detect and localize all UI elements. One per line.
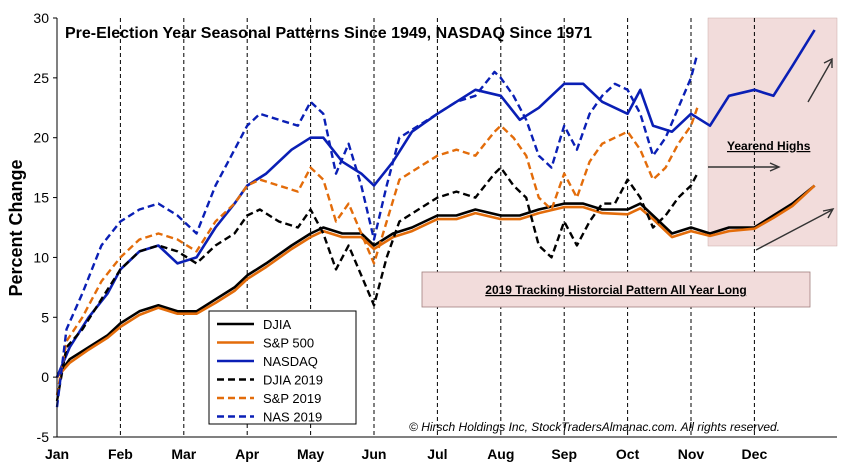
y-tick-layer: -5 0 5 10 15 20 25 30 bbox=[33, 10, 57, 445]
legend-label: DJIA 2019 bbox=[263, 373, 323, 388]
x-tick-label: Jun bbox=[362, 446, 387, 462]
x-tick-label: Aug bbox=[487, 446, 514, 462]
series-line-djia-2019 bbox=[55, 166, 699, 402]
x-tick-label: Sep bbox=[551, 446, 577, 462]
arrow-right-head bbox=[769, 162, 781, 172]
chart-title: Pre-Election Year Seasonal Patterns Sinc… bbox=[65, 25, 592, 42]
y-tick-label: 30 bbox=[33, 10, 49, 26]
legend-label: DJIA bbox=[263, 317, 292, 332]
x-tick-label: Jan bbox=[45, 446, 69, 462]
legend-label: S&P 2019 bbox=[263, 391, 321, 406]
yearend-highs-label: Yearend Highs bbox=[727, 139, 811, 153]
series-line-s-p-500 bbox=[56, 184, 816, 378]
y-tick-label: 25 bbox=[33, 70, 49, 86]
x-tick-layer: Jan Feb Mar Apr May Jun Jul Aug Sep Oct Nov Dec bbox=[45, 446, 768, 462]
legend-label: NAS 2019 bbox=[263, 410, 322, 425]
series-line-nas-2019 bbox=[55, 53, 699, 408]
legend-label: NASDAQ bbox=[263, 354, 318, 369]
legend-box bbox=[208, 310, 357, 425]
tracking-box bbox=[421, 271, 811, 308]
series-layer bbox=[55, 29, 816, 408]
x-tick-label: Jul bbox=[427, 446, 447, 462]
annotation-arrows bbox=[708, 57, 835, 251]
legend-items: DJIA S&P 500 NASDAQ DJIA 2019 S&P 2019 NAS 20… bbox=[217, 317, 323, 425]
series-line-nasdaq bbox=[55, 29, 816, 378]
x-tick-label: Dec bbox=[742, 446, 768, 462]
arrow-djia-up bbox=[755, 209, 833, 251]
x-tick-label: Oct bbox=[616, 446, 640, 462]
legend: DJIA S&P 500 NASDAQ DJIA 2019 S&P 2019 NAS 20… bbox=[208, 310, 357, 425]
y-tick-label: 20 bbox=[33, 130, 49, 146]
legend-label: S&P 500 bbox=[263, 336, 314, 351]
yearend-highlight-band bbox=[707, 17, 838, 247]
y-tick-label: -5 bbox=[37, 429, 50, 445]
y-tick-label: 15 bbox=[33, 190, 49, 206]
series-line-djia bbox=[55, 184, 816, 378]
arrow-nasdaq-up bbox=[807, 59, 833, 103]
x-tick-label: Apr bbox=[235, 446, 260, 462]
series-line-s-p-2019 bbox=[55, 107, 699, 396]
copyright-text: © Hirsch Holdings Inc, StockTradersAlman… bbox=[409, 420, 780, 434]
tracking-box-text: 2019 Tracking Historcial Pattern All Yea… bbox=[485, 283, 746, 297]
arrow-nasdaq-head bbox=[823, 57, 833, 68]
y-tick-label: 0 bbox=[41, 369, 49, 385]
x-tick-label: Feb bbox=[108, 446, 133, 462]
y-tick-label: 5 bbox=[41, 309, 49, 325]
x-tick-label: Nov bbox=[678, 446, 705, 462]
x-tick-label: Mar bbox=[171, 446, 196, 462]
y-axis-label: Percent Change bbox=[6, 159, 26, 296]
y-tick-label: 10 bbox=[33, 249, 49, 265]
arrow-djia-head bbox=[822, 208, 835, 219]
x-tick-label: May bbox=[297, 446, 324, 462]
